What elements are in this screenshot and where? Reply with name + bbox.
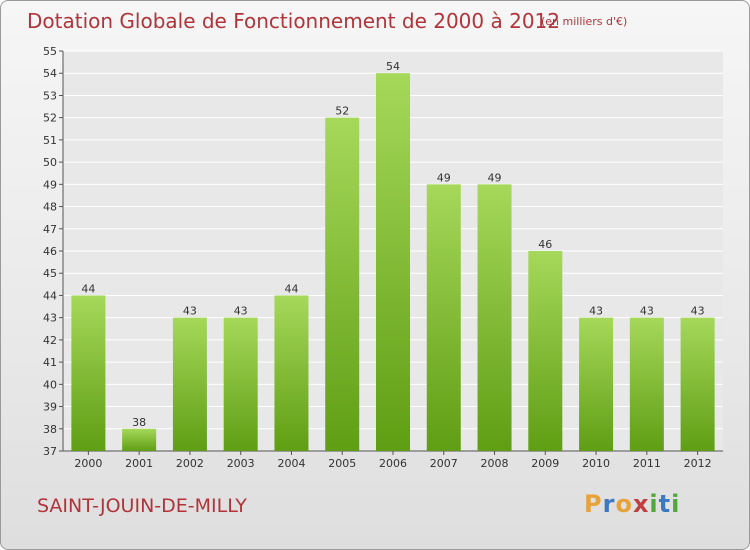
y-tick-label: 37 bbox=[43, 445, 57, 458]
bar bbox=[376, 73, 410, 451]
y-tick-label: 47 bbox=[43, 223, 57, 236]
y-tick-label: 38 bbox=[43, 423, 57, 436]
data-label: 38 bbox=[132, 416, 146, 429]
data-label: 46 bbox=[538, 238, 552, 251]
y-tick-label: 46 bbox=[43, 245, 57, 258]
proxiti-logo: Proxiti bbox=[584, 490, 680, 518]
x-tick-label: 2012 bbox=[684, 457, 712, 470]
bar bbox=[629, 317, 664, 451]
y-tick-label: 48 bbox=[43, 201, 57, 214]
y-tick-label: 53 bbox=[43, 89, 57, 102]
logo-letter: i bbox=[649, 490, 659, 518]
bar bbox=[223, 317, 258, 451]
y-tick-label: 45 bbox=[43, 267, 57, 280]
logo-letter: t bbox=[658, 490, 672, 518]
x-tick-label: 2004 bbox=[277, 457, 305, 470]
y-tick-label: 44 bbox=[43, 289, 57, 302]
data-label: 49 bbox=[437, 171, 451, 184]
logo-letter: x bbox=[632, 490, 650, 518]
x-tick-label: 2010 bbox=[582, 457, 610, 470]
x-tick-label: 2003 bbox=[227, 457, 255, 470]
x-tick-label: 2006 bbox=[379, 457, 407, 470]
data-label: 43 bbox=[183, 305, 197, 318]
data-label: 43 bbox=[589, 305, 603, 318]
data-label: 43 bbox=[234, 305, 248, 318]
y-tick-label: 52 bbox=[43, 112, 57, 125]
y-tick-label: 54 bbox=[43, 67, 57, 80]
bar bbox=[680, 317, 715, 451]
chart-title: Dotation Globale de Fonctionnement de 20… bbox=[27, 9, 560, 33]
data-label: 44 bbox=[284, 282, 298, 295]
data-label: 43 bbox=[691, 305, 705, 318]
bar bbox=[477, 184, 512, 452]
y-tick-label: 42 bbox=[43, 334, 57, 347]
bar bbox=[274, 295, 309, 451]
y-tick-label: 39 bbox=[43, 401, 57, 414]
logo-letter: o bbox=[615, 490, 633, 518]
data-label: 43 bbox=[640, 305, 654, 318]
logo-letter: P bbox=[584, 490, 603, 518]
data-label: 52 bbox=[335, 105, 349, 118]
x-tick-label: 2005 bbox=[328, 457, 356, 470]
logo-letter: i bbox=[671, 490, 681, 518]
x-tick-label: 2007 bbox=[430, 457, 458, 470]
y-tick-label: 40 bbox=[43, 378, 57, 391]
x-tick-label: 2000 bbox=[74, 457, 102, 470]
x-tick-label: 2011 bbox=[633, 457, 661, 470]
logo-letter: r bbox=[602, 490, 616, 518]
x-tick-label: 2009 bbox=[531, 457, 559, 470]
x-tick-label: 2008 bbox=[481, 457, 509, 470]
data-label: 49 bbox=[488, 171, 502, 184]
bar bbox=[122, 428, 157, 451]
data-label: 54 bbox=[386, 60, 400, 73]
y-tick-label: 43 bbox=[43, 312, 57, 325]
bar bbox=[426, 184, 461, 452]
x-tick-label: 2001 bbox=[125, 457, 153, 470]
bar bbox=[325, 117, 360, 452]
commune-name: SAINT-JOUIN-DE-MILLY bbox=[37, 495, 247, 517]
bar bbox=[579, 317, 614, 451]
y-tick-label: 55 bbox=[43, 45, 57, 58]
y-tick-label: 50 bbox=[43, 156, 57, 169]
chart-subtitle: (en milliers d'€) bbox=[541, 15, 628, 28]
bar bbox=[528, 251, 563, 451]
x-tick-label: 2002 bbox=[176, 457, 204, 470]
y-tick-label: 49 bbox=[43, 178, 57, 191]
bar bbox=[71, 295, 106, 451]
y-tick-label: 51 bbox=[43, 134, 57, 147]
y-tick-label: 41 bbox=[43, 356, 57, 369]
bar bbox=[172, 317, 207, 451]
data-label: 44 bbox=[81, 282, 95, 295]
